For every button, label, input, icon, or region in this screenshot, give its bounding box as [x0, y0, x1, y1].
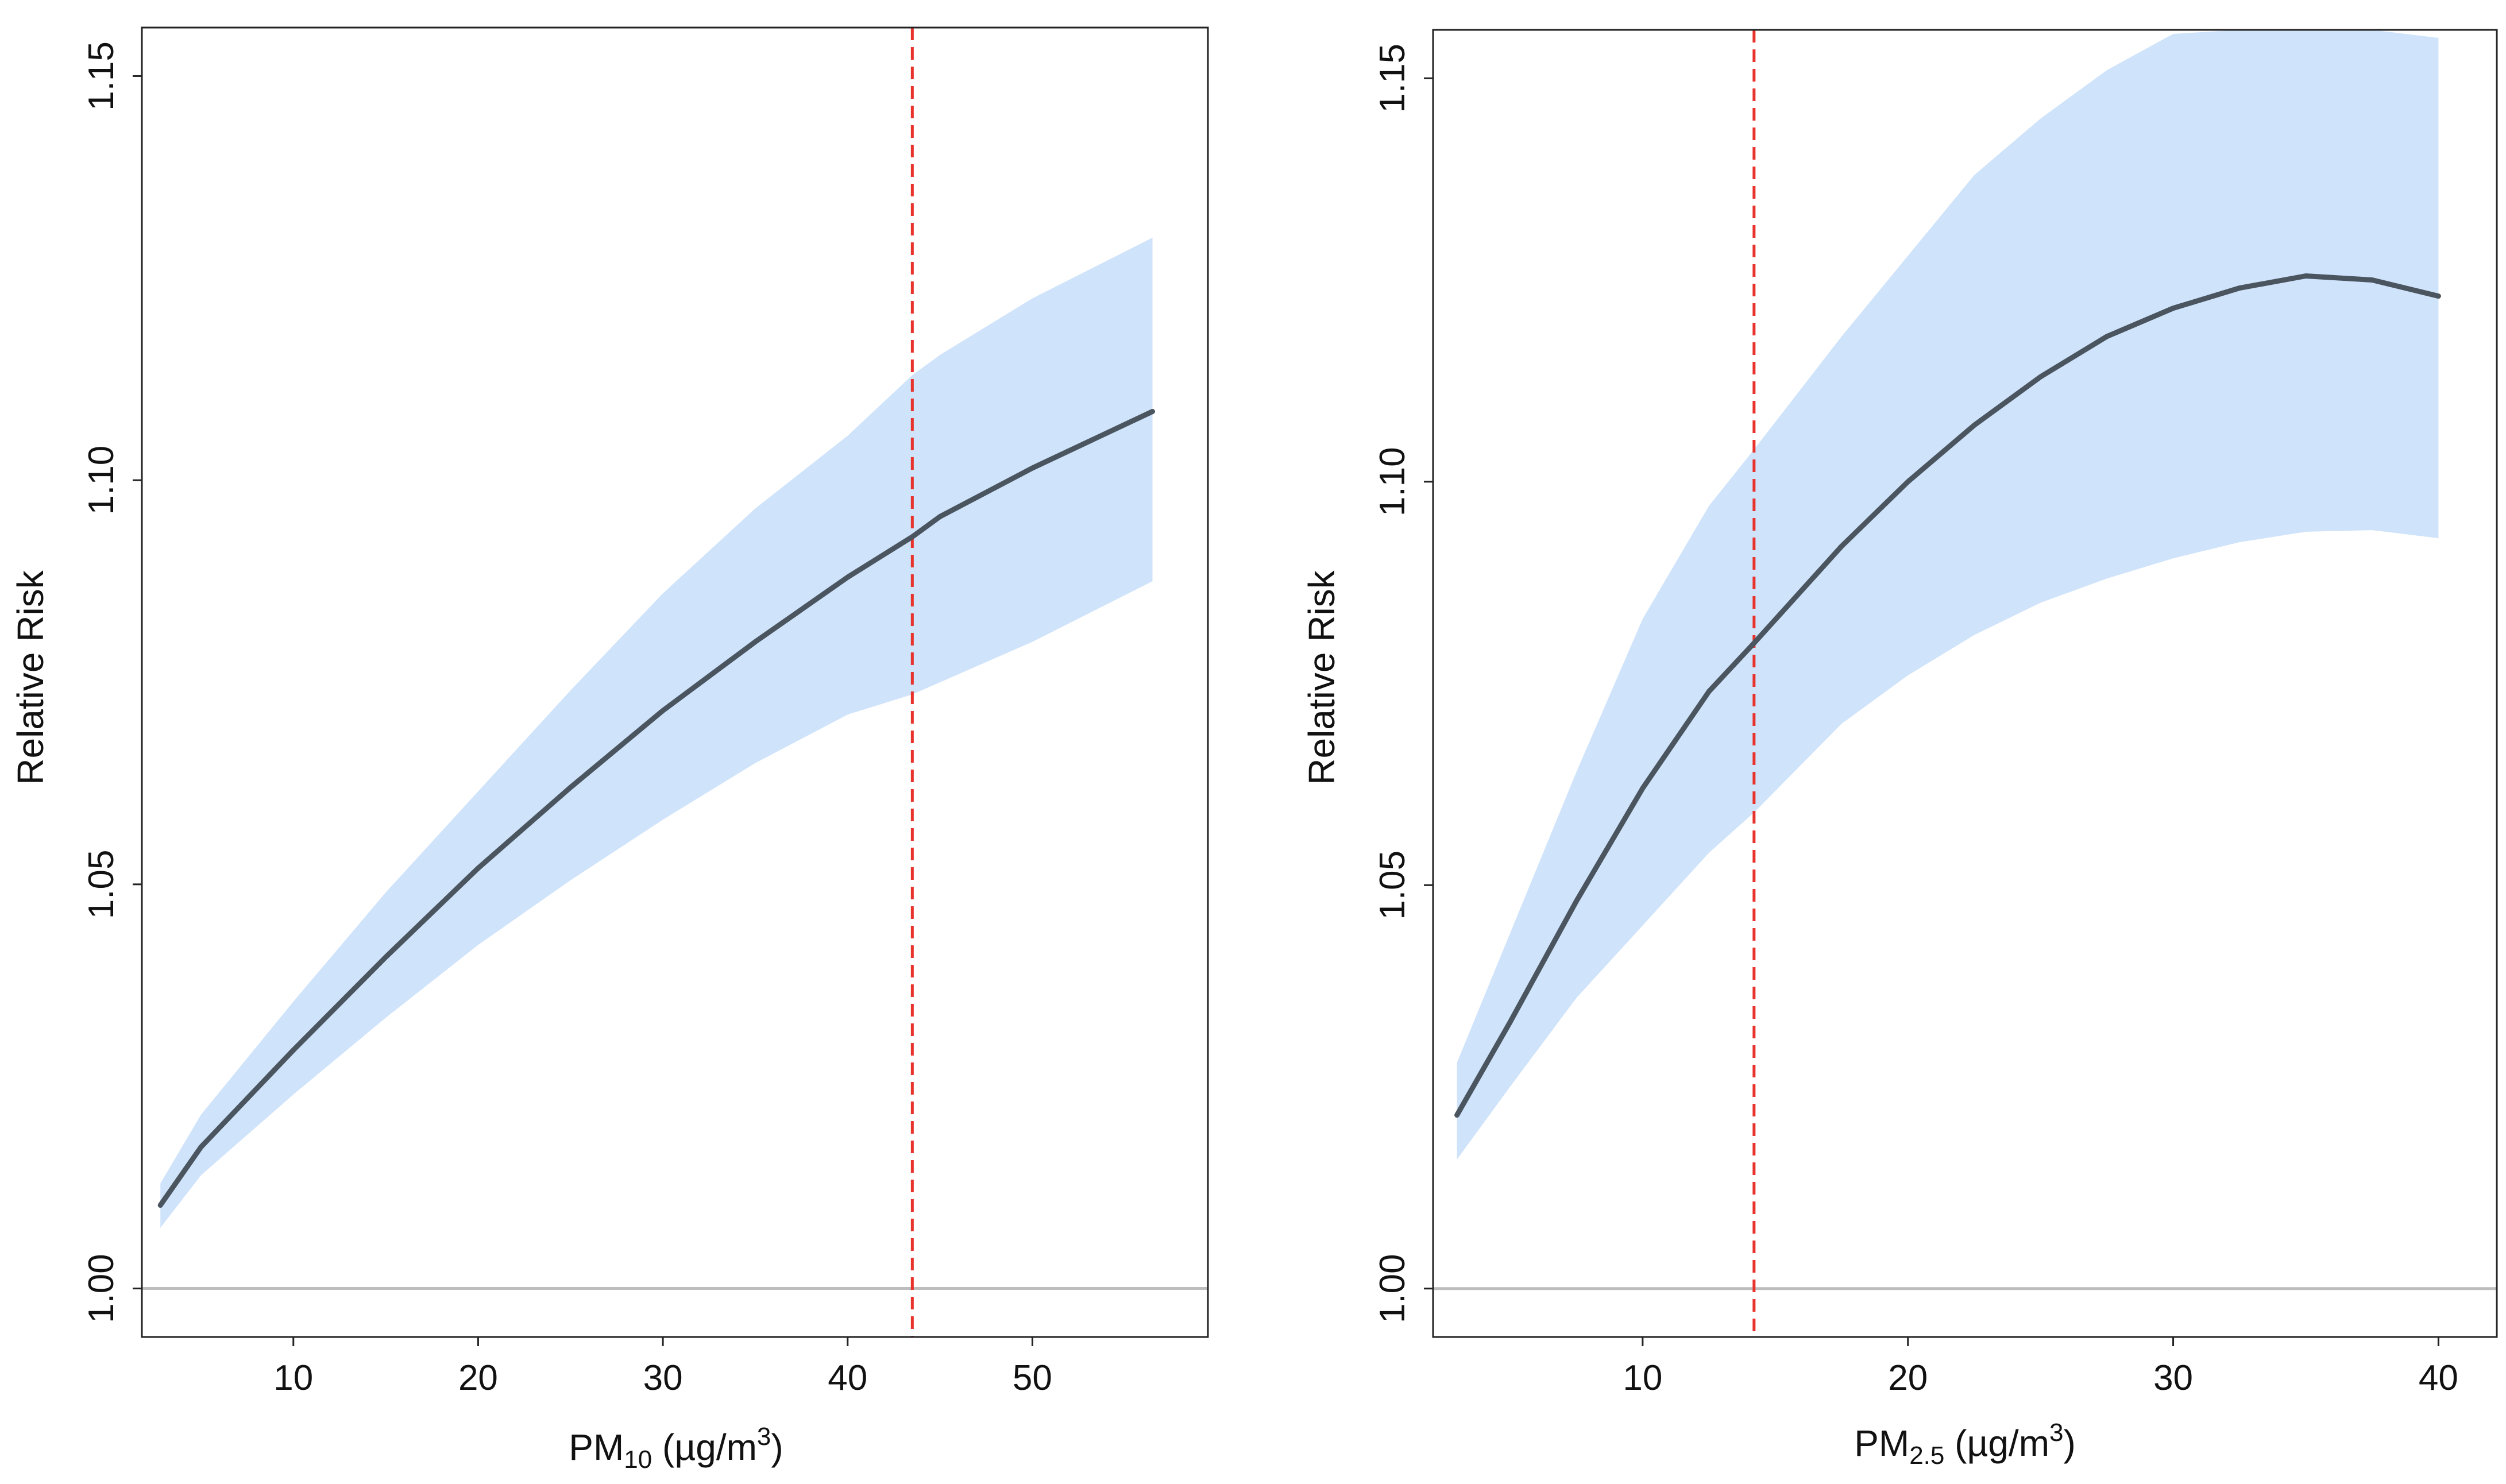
pm25-panel: 10 20 30 40 1.00 1.05 1.10 1.15 PM2.5 (µg/m3) R… — [1301, 29, 2498, 1470]
pm10-y-tick-label: 1.10 — [82, 446, 121, 515]
pm25-x-tick-label: 20 — [1888, 1358, 1928, 1398]
pm25-x-tick-label: 40 — [2419, 1358, 2458, 1398]
pm25-x-tick-label: 10 — [1623, 1358, 1662, 1398]
pm10-y-tick-label: 1.05 — [82, 850, 121, 919]
pm25-y-axis-title: Relative Risk — [1301, 570, 1342, 784]
pm10-panel: 10 20 30 40 501.001.051.101.15 PM10 (µg/m3) … — [10, 26, 1209, 1474]
pm25-plot-frame — [1432, 29, 2498, 1338]
pm10-plot-frame — [141, 26, 1209, 1338]
pm10-y-tick-label: 1.15 — [82, 41, 121, 111]
pm25-x-axis-title: PM2.5 (µg/m3) — [1854, 1419, 2076, 1470]
pm10-x-axis-title: PM10 (µg/m3) — [569, 1423, 783, 1474]
pm10-y-axis-title: Relative Risk — [10, 570, 51, 784]
pm25-confidence-band — [1457, 30, 2439, 1160]
pm10-x-tick-label: 10 — [273, 1358, 313, 1398]
pm25-y-tick-label: 1.00 — [1373, 1254, 1412, 1323]
pm10-confidence-band — [160, 237, 1153, 1228]
pm10-estimate-line — [157, 409, 1155, 1208]
pm10-x-tick-label: 50 — [1013, 1358, 1052, 1398]
pm10-x-tick-label: 40 — [828, 1358, 867, 1398]
pm10-x-tick-label: 20 — [458, 1358, 498, 1398]
pm25-y-tick-label: 1.10 — [1373, 447, 1412, 516]
pm25-estimate-line — [1454, 273, 2441, 1118]
pm10-y-tick-label: 1.00 — [82, 1254, 121, 1323]
pm25-x-tick-label: 30 — [2153, 1358, 2193, 1398]
pm10-x-tick-label: 30 — [643, 1358, 683, 1398]
pm25-y-tick-label: 1.15 — [1373, 44, 1412, 113]
pm25-y-tick-label: 1.05 — [1373, 851, 1412, 920]
